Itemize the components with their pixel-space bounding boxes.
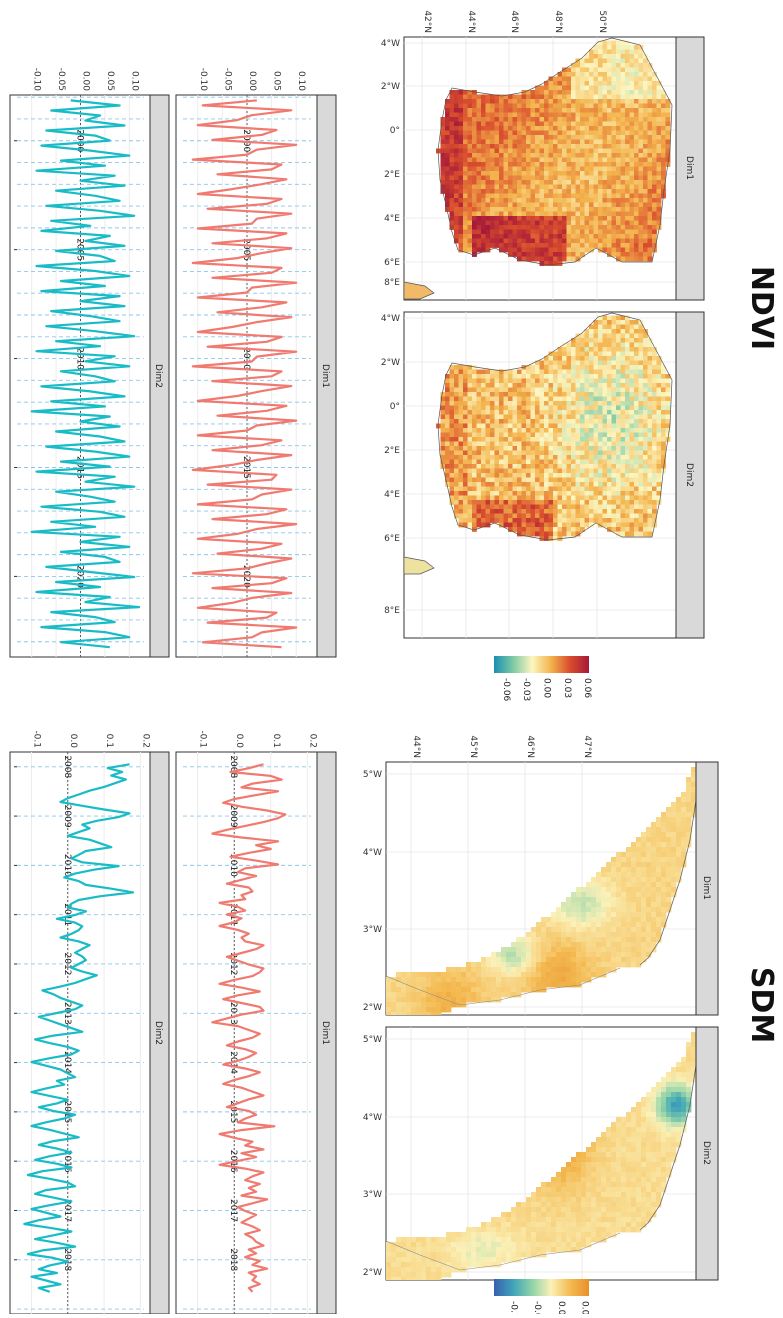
y-tick-label: 0.10 [296,71,306,91]
y-tick-label: -0.05 [56,68,66,91]
lon-tick-label: 2°W [363,1268,382,1278]
legend-tick-label: -0.05 [532,1301,542,1314]
facet-label-dim2: Dim2 [684,463,694,487]
facet-label-dim1: Dim1 [701,876,711,900]
x-tick-label: 2018 [228,1248,238,1271]
y-tick-label: 0.0 [68,734,78,749]
lon-tick-label: 0° [390,402,400,412]
x-tick-label: 2008 [62,755,72,778]
y-tick-label: 0.2 [307,734,317,748]
legend-tick-label: -0.03 [521,678,531,701]
lon-tick-label: 4°W [363,1113,382,1123]
lat-tick-label: 47°N [582,735,592,758]
x-tick-label: 2013 [62,1002,72,1025]
facet-label-dim1: Dim1 [320,1021,330,1045]
y-tick-label: 0.0 [234,734,244,749]
legend-tick-label: 0.05 [580,1301,590,1314]
x-tick-label: 2013 [228,1002,238,1025]
x-tick-label: 2010 [241,347,251,370]
legend-tick-label: -0.10 [508,1301,518,1314]
lat-tick-label: 46°N [525,735,535,758]
lon-tick-label: 0° [390,126,400,136]
legend-tick-label: -0.06 [501,678,511,702]
y-tick-label: 0.05 [272,71,282,91]
lon-tick-label: 4°W [381,314,400,324]
lat-tick-label: 44°N [466,10,476,33]
lon-tick-label: 3°W [363,925,382,935]
lon-tick-label: 2°W [381,82,400,92]
colorbar-ramp [494,656,589,673]
y-tick-label: 0.2 [140,734,150,748]
ndvi-colorbar: -0.06 -0.03 0.00 0.03 0.06 [494,656,592,702]
y-tick-label: -0.1 [32,730,42,748]
y-tick-label: 0.1 [104,734,114,748]
y-tick-label: 0.00 [81,71,91,91]
x-tick-label: 2012 [62,953,72,976]
y-tick-label: 0.1 [271,734,281,748]
lat-tick-label: 48°N [553,10,563,33]
section-title-ndvi: NDVI [744,266,779,350]
y-tick-label: -0.1 [198,730,208,748]
legend-tick-label: 0.00 [556,1301,566,1314]
lon-tick-label: 4°W [381,39,400,49]
lat-tick-label: 42°N [422,10,432,33]
y-tick-label: 0.00 [247,71,257,91]
legend-tick-label: 0.06 [582,678,592,698]
section-title-sdm: SDM [744,967,779,1043]
lon-tick-label: 8°E [384,606,400,616]
lon-tick-label: 4°E [384,490,400,500]
y-tick-label: -0.10 [198,68,208,92]
y-tick-label: 0.05 [105,71,115,91]
facet-label-dim2: Dim2 [701,1141,711,1165]
lon-tick-label: 3°W [363,1190,382,1200]
lon-tick-label: 8°E [384,278,400,288]
lat-tick-label: 50°N [597,10,607,33]
y-tick-label: 0.10 [129,71,139,91]
facet-label-dim1: Dim1 [320,364,330,388]
y-tick-label: -0.10 [32,68,42,92]
ndvi-map-dim1: Dim1 [404,37,704,300]
lon-tick-label: 2°W [363,1003,382,1013]
lat-tick-label: 44°N [411,735,421,758]
legend-tick-label: 0.03 [562,678,572,698]
lon-tick-label: 5°W [363,770,382,780]
x-tick-label: 2010 [75,347,85,370]
lon-tick-label: 4°W [363,848,382,858]
facet-label-dim2: Dim2 [153,364,163,388]
facet-label-dim1: Dim1 [684,156,694,180]
x-tick-label: 2009 [228,805,238,828]
sdm-map-dim1: Dim1 [386,762,718,1017]
x-tick-label: 2017 [228,1199,238,1222]
x-tick-label: 2010 [62,854,72,877]
lat-tick-label: 46°N [509,10,519,33]
x-tick-label: 2015 [241,456,251,479]
x-tick-label: 2009 [62,805,72,828]
sdm-map-dim2: Dim2 [386,1027,718,1282]
lon-tick-label: 2°W [381,358,400,368]
x-tick-label: 2008 [228,755,238,778]
lon-tick-label: 2°E [384,446,400,456]
lat-tick-label: 45°N [468,735,478,758]
facet-label-dim2: Dim2 [153,1021,163,1045]
lon-tick-label: 2°E [384,170,400,180]
lon-tick-label: 5°W [363,1035,382,1045]
lon-tick-label: 4°E [384,214,400,224]
legend-tick-label: 0.00 [542,678,552,698]
colorbar-ramp [494,1279,589,1296]
lon-tick-label: 6°E [384,258,400,268]
ndvi-map-dim2: Dim2 [404,312,704,638]
lon-tick-label: 6°E [384,534,400,544]
sdm-colorbar: -0.10 -0.05 0.00 0.05 [494,1279,590,1314]
y-tick-label: -0.05 [222,68,232,91]
